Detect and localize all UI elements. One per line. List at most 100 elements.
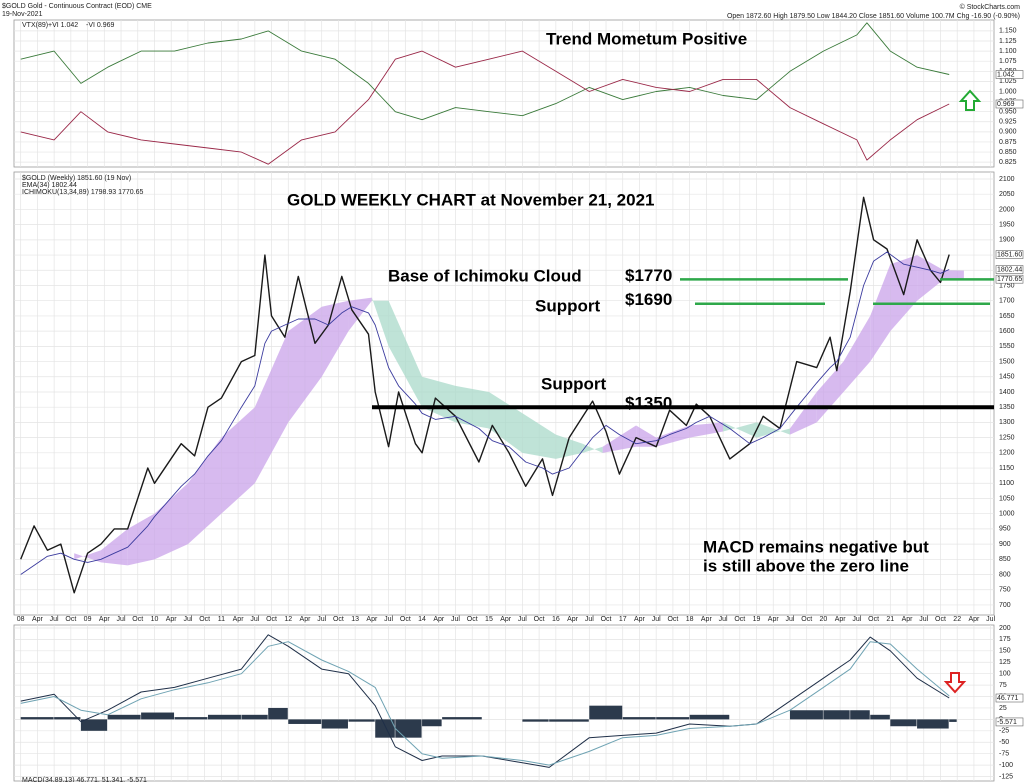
x-tick-label: Jul [652,616,661,623]
ichimoku-cloud [422,376,456,423]
x-tick-label: Jul [117,616,126,623]
y-tick-label: 0.825 [999,159,1017,166]
x-tick-label: Oct [868,616,879,623]
vortex-line [20,50,950,165]
y-tick-label: 100 [999,671,1011,678]
y-tick-label: 1.075 [999,58,1017,65]
signal-line [20,641,950,766]
histogram-bar [890,719,917,727]
x-tick-label: 16 [552,616,560,623]
macd-line [20,634,950,768]
x-tick-label: Apr [300,616,312,623]
y-tick-label: 850 [999,556,1011,563]
histogram-bar [107,714,141,720]
arrows [943,89,982,694]
annotation: Support [541,374,606,393]
y-tick-label: -75 [999,751,1009,758]
y-tick-label: -50 [999,739,1009,746]
ichimoku-cloud [843,315,871,392]
x-tick-label: Jul [317,616,326,623]
ichimoku-cloud [348,297,372,332]
histogram-bar [174,717,208,720]
x-tick-label: Jul [250,616,259,623]
y-tick-label: 1600 [999,328,1015,335]
ichimoku-cloud [221,407,255,514]
y-tick-label: 175 [999,636,1011,643]
y-tick-label: 1.150 [999,28,1017,35]
histogram-bar [789,710,823,720]
y-tick-label: -25 [999,728,1009,735]
y-tick-label: 1550 [999,343,1015,350]
x-tick-label: Jul [518,616,527,623]
histogram-bar [207,714,241,720]
level-label: $1350 [625,394,672,413]
vortex-line [20,22,950,121]
y-tick-label: 2050 [999,191,1015,198]
ichimoku-cloud [371,297,389,347]
y-tick-label: 75 [999,682,1007,689]
histogram-bar [268,707,288,720]
y-tick-label: 200 [999,625,1011,632]
histogram-bar [422,719,442,727]
x-tick-label: Jul [50,616,59,623]
ichimoku-cloud [723,422,757,438]
x-tick-label: Apr [233,616,245,623]
y-tick-label: 1650 [999,313,1015,320]
ichimoku-cloud [154,483,188,560]
value-flag [995,274,1024,284]
ichimoku-cloud [74,550,101,563]
value-flag-label: 46.771 [997,695,1019,702]
y-tick-label: 2000 [999,206,1015,213]
ichimoku-cloud [789,391,817,435]
x-tick-label: 19 [753,616,761,623]
value-flag-label: 0.969 [997,101,1015,108]
level-label: $1770 [625,266,672,285]
y-tick-label: 900 [999,541,1011,548]
y-tick-label: 750 [999,587,1011,594]
legend-entry: -VI 0.969 [86,22,115,29]
x-tick-label: Oct [601,616,612,623]
y-tick-label: 0.900 [999,129,1017,136]
x-tick-label: Apr [166,616,178,623]
ichimoku-cloud [127,513,155,566]
x-tick-label: Jul [986,616,995,623]
x-tick-label: Apr [968,616,980,623]
histogram-bar [375,719,395,738]
x-tick-label: Jul [183,616,192,623]
value-flag [995,70,1024,79]
x-tick-label: Oct [266,616,277,623]
x-tick-label: 15 [485,616,493,623]
down-arrow [943,672,967,694]
x-tick-label: Oct [667,616,678,623]
y-tick-label: 1350 [999,404,1015,411]
x-tick-label: Apr [902,616,914,623]
x-tick-label: Apr [366,616,378,623]
value-flag [995,717,1024,727]
y-tick-label: -100 [999,762,1013,769]
x-tick-label: Apr [99,616,111,623]
histogram-bar [549,719,589,722]
y-tick-label: 1250 [999,434,1015,441]
x-tick-label: Oct [132,616,143,623]
legend-title: MACD(34,89,13) 46.771, 51.341, -5.571 [22,777,147,782]
x-tick-label: Jul [719,616,728,623]
x-tick-label: Jul [852,616,861,623]
level-label: $1690 [625,290,672,309]
histogram-bar [850,710,870,720]
x-tick-label: 13 [351,616,359,623]
symbol: $GOLD Gold - Continuous Contract (EOD) C… [2,3,152,10]
value-flag-label: 1802.44 [997,266,1022,273]
y-tick-label: 2100 [999,176,1015,183]
y-tick-label: 0.925 [999,119,1017,126]
ichimoku-cloud [756,422,790,438]
y-tick-label: -125 [999,773,1013,780]
x-tick-label: Oct [734,616,745,623]
legend-title: VTX(89) [22,22,48,29]
y-tick-label: 1900 [999,237,1015,244]
x-tick-label: Oct [534,616,545,623]
annotation: MACD remains negative but [703,537,929,556]
x-tick-label: Oct [801,616,812,623]
date: 19-Nov-2021 [2,11,43,18]
ichimoku-cloud [522,413,556,459]
